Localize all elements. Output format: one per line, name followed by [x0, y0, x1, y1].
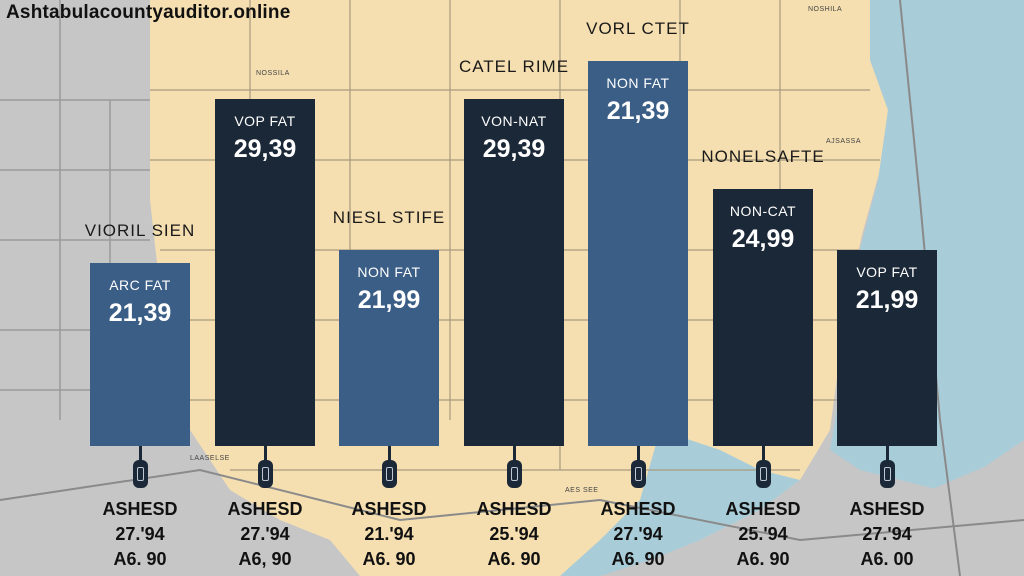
tag-icon	[382, 460, 397, 488]
bar-value-label: 24,99	[731, 225, 795, 253]
bar-footer: ASHESD 25.'94 A6. 90	[708, 497, 818, 572]
bar-value-label: 21,99	[357, 286, 421, 314]
footer-line: 27.'94	[115, 524, 165, 544]
bar-label: NON FAT	[606, 75, 670, 91]
map-label: AES SEE	[565, 487, 599, 494]
map-label: AJSASSA	[826, 138, 862, 145]
footer-line: 27.'94	[613, 524, 663, 544]
bar-footer: ASHESD 21.'94 A6. 90	[334, 497, 444, 572]
bar-heading: NONELSAFTE	[701, 147, 825, 166]
footer-line: 25.'94	[489, 524, 539, 544]
bar-heading: VIORIL SIEN	[84, 221, 196, 240]
bar-connector	[264, 446, 267, 460]
bar: NON-CAT 24,99	[713, 189, 813, 446]
bar-value-label: 29,39	[482, 135, 546, 163]
site-watermark: Ashtabulacountyauditor.online	[6, 2, 291, 23]
bar: VOP FAT 29,39	[215, 99, 315, 446]
tag-icon	[507, 460, 522, 488]
bar-connector	[762, 446, 765, 460]
bar-heading: CATEL RIME	[458, 57, 570, 76]
footer-line: ASHESD	[600, 499, 676, 519]
bar: VON-NAT 29,39	[464, 99, 564, 446]
footer-line: 25.'94	[738, 524, 788, 544]
footer-line: ASHESD	[725, 499, 801, 519]
bar: NON FAT 21,99	[339, 250, 439, 446]
bar-footer: ASHESD 27.'94 A6. 00	[832, 497, 942, 572]
tag-icon	[756, 460, 771, 488]
bar-label: NON-CAT	[729, 203, 797, 219]
bar-heading: NIESL STIFE	[332, 208, 446, 227]
bar-connector	[886, 446, 889, 460]
footer-line: ASHESD	[476, 499, 552, 519]
bar-footer: ASHESD 27.'94 A6. 90	[85, 497, 195, 572]
tag-icon	[880, 460, 895, 488]
footer-line: A6, 90	[238, 549, 292, 569]
footer-line: A6. 90	[611, 549, 665, 569]
bar-connector	[513, 446, 516, 460]
footer-line: ASHESD	[849, 499, 925, 519]
footer-line: A6. 90	[487, 549, 541, 569]
bar: NON FAT 21,39	[588, 61, 688, 446]
bar-label: VOP FAT	[234, 113, 296, 129]
bar-value-label: 21,99	[855, 286, 919, 314]
bar-footer: ASHESD 27.'94 A6. 90	[583, 497, 693, 572]
bar-connector	[139, 446, 142, 460]
bar-connector	[388, 446, 391, 460]
bar-connector	[637, 446, 640, 460]
tag-icon	[133, 460, 148, 488]
footer-line: ASHESD	[227, 499, 303, 519]
map-label: LAASELSE	[190, 455, 230, 462]
tag-icon	[631, 460, 646, 488]
bar-label: ARC FAT	[109, 277, 171, 293]
footer-line: ASHESD	[102, 499, 178, 519]
bar-value-label: 21,39	[606, 97, 670, 125]
tag-icon	[258, 460, 273, 488]
footer-line: A6. 90	[113, 549, 167, 569]
bar: ARC FAT 21,39	[90, 263, 190, 446]
footer-line: ASHESD	[351, 499, 427, 519]
footer-line: A6. 90	[362, 549, 416, 569]
bar-label: NON FAT	[357, 264, 421, 280]
bar-label: VON-NAT	[481, 113, 547, 129]
bar-value-label: 21,39	[108, 299, 172, 327]
bar: VOP FAT 21,99	[837, 250, 937, 446]
footer-line: 27.'94	[240, 524, 290, 544]
bar-value-label: 29,39	[233, 135, 297, 163]
bar-footer: ASHESD 25.'94 A6. 90	[459, 497, 569, 572]
bar-footer: ASHESD 27.'94 A6, 90	[210, 497, 320, 572]
bar-heading: VORL CTET	[586, 19, 690, 38]
footer-line: A6. 00	[860, 549, 914, 569]
bar-label: VOP FAT	[856, 264, 918, 280]
footer-line: A6. 90	[736, 549, 790, 569]
footer-line: 21.'94	[364, 524, 414, 544]
map-label: NOSHILA	[808, 6, 843, 13]
map-label: NOSSILA	[256, 70, 290, 77]
footer-line: 27.'94	[862, 524, 912, 544]
